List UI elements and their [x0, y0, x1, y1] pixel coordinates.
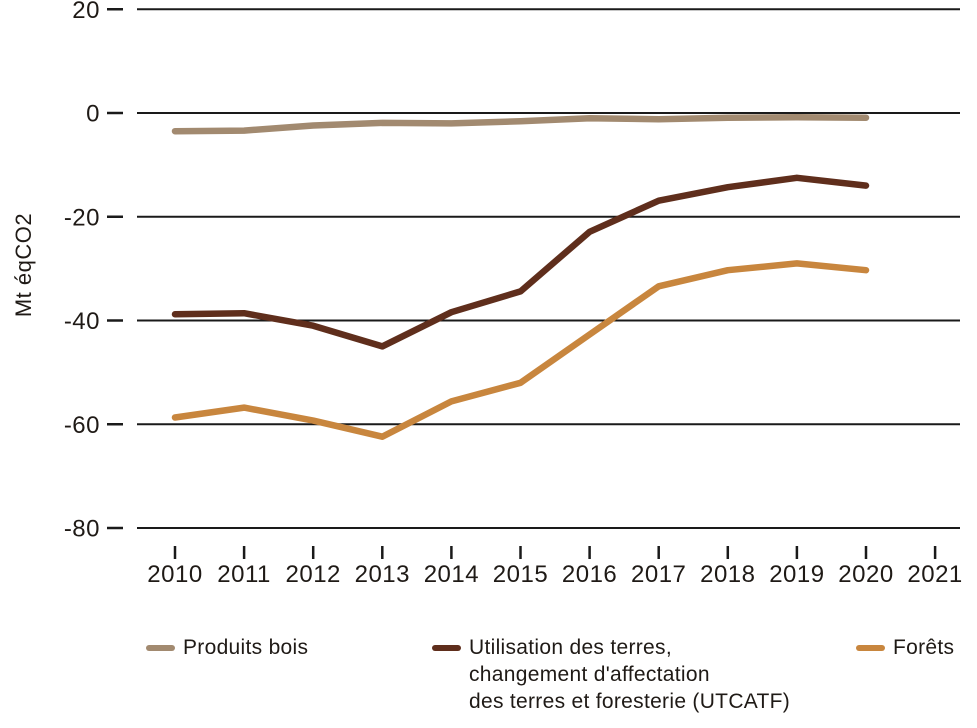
x-tick-label: 2015 — [493, 561, 548, 588]
legend: Produits bois Utilisation des terres, ch… — [0, 634, 977, 728]
y-axis-tick-labels: 20 0 -20 -40 -60 -80 — [64, 0, 100, 543]
legend-label: Produits bois — [183, 636, 309, 659]
y-tick-label: 20 — [72, 0, 100, 24]
x-tick-label: 2013 — [355, 561, 410, 588]
y-axis-ticks — [107, 8, 123, 530]
series-line-0 — [171, 113, 870, 135]
series-line-2 — [171, 260, 870, 440]
y-tick-label: -60 — [64, 412, 100, 439]
legend-label: Utilisation des terres, changement d'aff… — [469, 636, 791, 713]
legend-item-produits-bois: Produits bois — [146, 634, 308, 661]
x-tick-label: 2014 — [424, 561, 479, 588]
x-axis-tick-labels: 2010 2011 2012 2013 2014 2015 2016 2017 2018 2019… — [147, 561, 962, 588]
legend-swatch-produits-bois — [146, 645, 175, 651]
line-chart: 20 0 -20 -40 -60 -80 2010 2011 2012 2013 2014 2015… — [64, 0, 962, 588]
legend-label: Forêts — [893, 636, 955, 659]
y-tick-label: -20 — [64, 204, 100, 231]
x-tick-label: 2020 — [838, 561, 893, 588]
x-tick-label: 2017 — [631, 561, 686, 588]
data-series-lines — [171, 113, 870, 440]
y-tick-label: 0 — [86, 101, 100, 128]
y-tick-label: -80 — [64, 516, 100, 543]
x-tick-label: 2012 — [286, 561, 341, 588]
x-tick-label: 2018 — [700, 561, 755, 588]
legend-item-utcatf: Utilisation des terres, changement d'aff… — [432, 634, 790, 715]
x-tick-label: 2010 — [147, 561, 202, 588]
legend-swatch-utcatf — [432, 645, 461, 651]
legend-swatch-forets — [856, 645, 885, 651]
series-line-1 — [171, 174, 870, 350]
x-tick-label: 2016 — [562, 561, 617, 588]
legend-item-forets: Forêts — [856, 634, 954, 661]
x-tick-label: 2021 — [907, 561, 962, 588]
x-tick-label: 2019 — [769, 561, 824, 588]
x-axis-ticks — [173, 546, 937, 559]
x-tick-label: 2011 — [217, 561, 271, 588]
y-tick-label: -40 — [64, 308, 100, 335]
y-axis-title: Mt éqCO2 — [11, 212, 36, 318]
